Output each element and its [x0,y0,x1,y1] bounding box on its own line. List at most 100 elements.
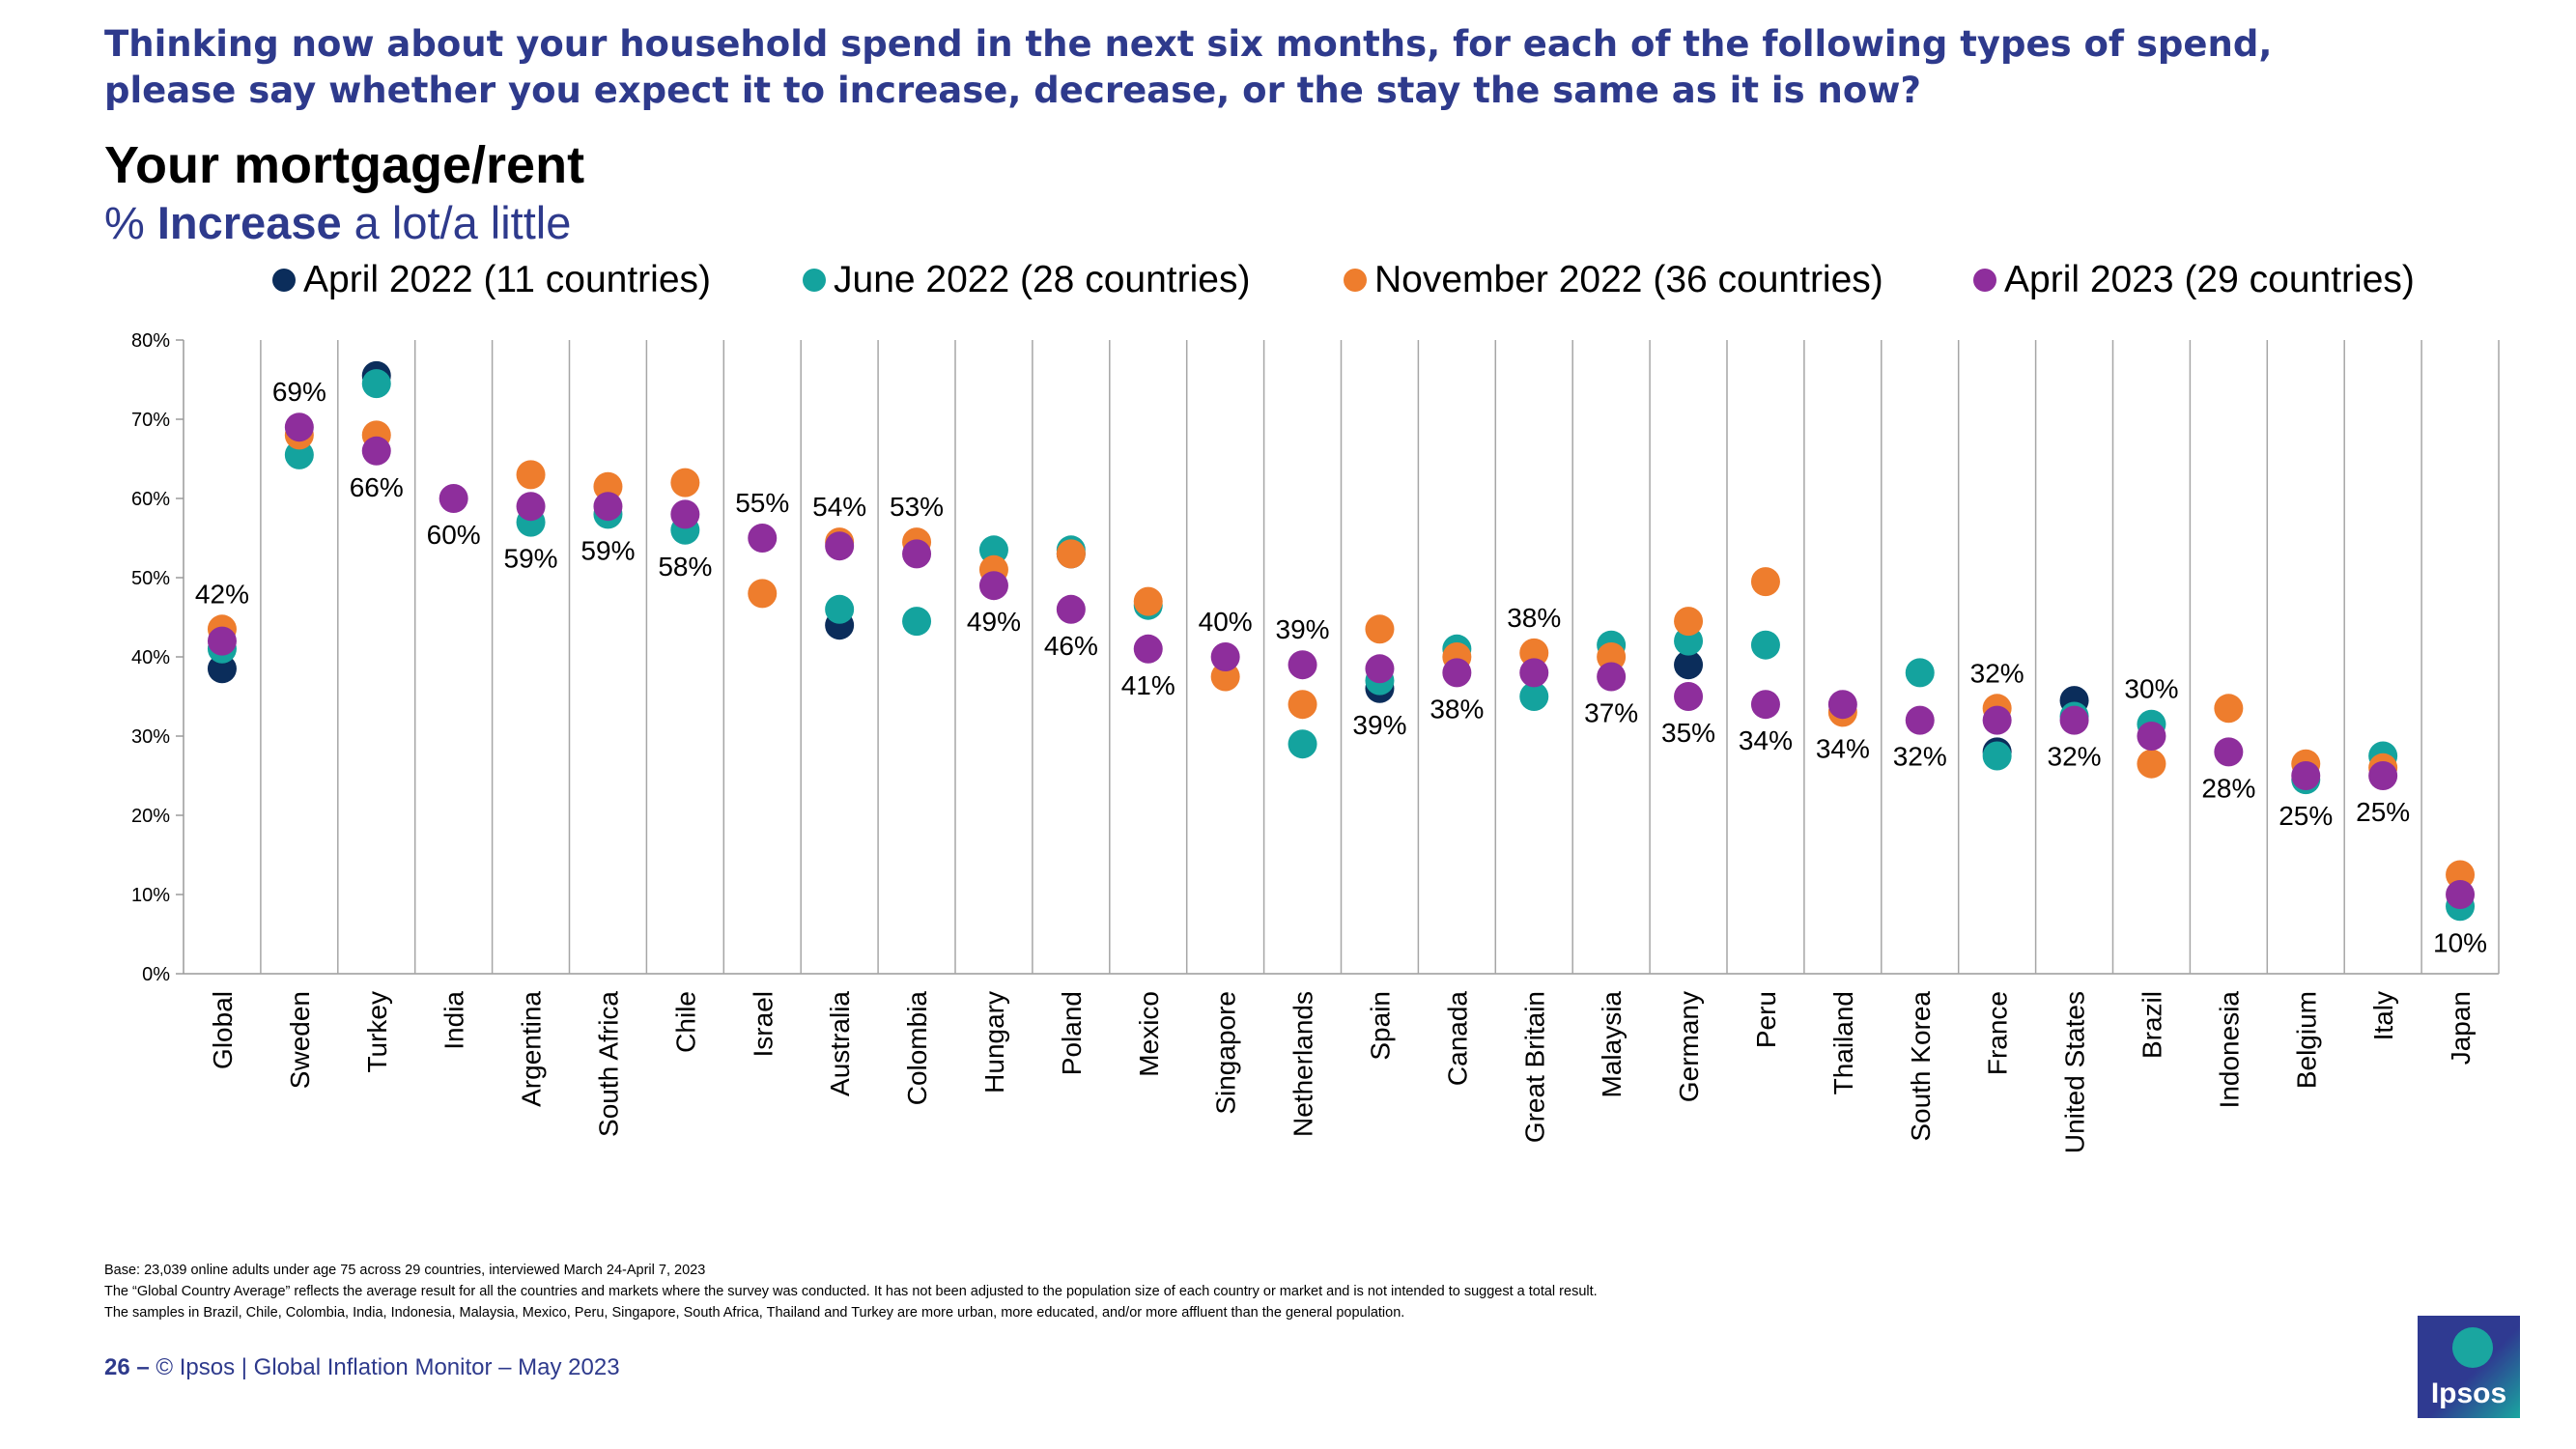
legend-item-june-2022: June 2022 (28 countries) [803,253,1250,307]
legend-item-april-2022: April 2022 (11 countries) [272,253,711,307]
y-tick-label: 70% [131,410,170,431]
point-november-2022-36-countries--japan [2446,860,2476,890]
data-label-sweden: 69% [272,377,326,407]
point-april-2023-29-countries--spain [1365,654,1395,684]
footnote-global-average: The “Global Country Average” reflects th… [104,1284,1598,1299]
point-april-2023-29-countries--sweden [284,412,314,442]
x-tick-label-turkey: Turkey [362,991,392,1073]
ipsos-logo: Ipsos [2418,1316,2520,1418]
point-june-2022-28-countries--sweden [284,440,314,469]
legend: April 2022 (11 countries) June 2022 (28 … [0,253,2576,311]
data-label-germany: 35% [1661,718,1715,748]
x-tick-label-singapore: Singapore [1211,991,1241,1115]
data-label-singapore: 40% [1199,607,1253,637]
x-tick-label-japan: Japan [2446,991,2476,1065]
footnote-samples: The samples in Brazil, Chile, Colombia, … [104,1305,1405,1321]
point-april-2023-29-countries--thailand [1827,690,1857,720]
data-label-netherlands: 39% [1276,614,1330,644]
x-tick-label-indonesia: Indonesia [2214,991,2244,1109]
subtitle-prefix: % [104,197,157,248]
x-tick-label-hungary: Hungary [979,991,1009,1094]
point-april-2023-29-countries--malaysia [1597,662,1627,692]
chart-title: Your mortgage/rent [104,136,585,194]
data-label-south-korea: 32% [1893,742,1947,772]
x-tick-label-france: France [1983,991,2013,1075]
point-november-2022-36-countries--peru [1750,567,1780,597]
point-april-2023-29-countries--canada [1442,658,1472,688]
data-label-canada: 38% [1430,694,1484,724]
footnotes: Base: 23,039 online adults under age 75 … [104,1260,2326,1323]
data-label-brazil: 30% [2124,674,2178,704]
logo-mark-icon [2452,1327,2493,1368]
point-november-2022-36-countries--germany [1674,607,1704,637]
x-tick-label-global: Global [208,991,238,1069]
point-november-2022-36-countries--great-britain [1519,638,1549,668]
point-april-2023-29-countries--india [439,484,468,513]
point-april-2023-29-countries--peru [1750,690,1780,720]
data-label-great-britain: 38% [1507,603,1561,633]
legend-item-november-2022: November 2022 (36 countries) [1344,253,1883,307]
y-tick-label: 10% [131,885,170,906]
x-tick-label-sweden: Sweden [285,991,315,1089]
x-tick-label-italy: Italy [2368,991,2398,1040]
point-april-2023-29-countries--indonesia [2214,737,2244,767]
legend-dot-april-2022 [272,269,296,292]
footer: 26 – © Ipsos | Global Inflation Monitor … [104,1354,620,1381]
x-tick-label-malaysia: Malaysia [1597,991,1627,1098]
x-tick-label-south-africa: South Africa [593,991,623,1137]
data-label-mexico: 41% [1121,670,1175,700]
logo-text: Ipsos [2430,1378,2507,1409]
data-label-colombia: 53% [890,492,944,522]
data-label-global: 42% [195,579,249,609]
x-tick-label-united-states: United States [2060,991,2090,1153]
page-separator: – [129,1354,156,1380]
point-april-2023-29-countries--israel [748,524,778,553]
point-april-2023-29-countries--belgium [2291,761,2321,790]
data-label-belgium: 25% [2279,801,2333,831]
data-label-india: 60% [427,520,481,550]
point-april-2023-29-countries--chile [670,499,700,529]
point-april-2023-29-countries--south-korea [1905,705,1935,735]
x-tick-label-south-korea: South Korea [1906,991,1936,1142]
data-label-thailand: 34% [1816,733,1870,763]
x-tick-label-brazil: Brazil [2137,991,2166,1059]
data-label-south-africa: 59% [580,535,635,565]
data-label-chile: 58% [658,552,712,582]
point-november-2022-36-countries--south-africa [593,471,623,501]
point-june-2022-28-countries--peru [1750,630,1780,660]
point-june-2022-28-countries--great-britain [1519,682,1549,711]
point-november-2022-36-countries--malaysia [1597,642,1627,671]
x-tick-label-canada: Canada [1442,991,1472,1087]
data-label-australia: 54% [812,492,866,522]
y-tick-label: 40% [131,647,170,668]
point-november-2022-36-countries--singapore [1210,662,1240,692]
data-label-malaysia: 37% [1584,698,1638,728]
data-label-hungary: 49% [967,607,1021,637]
legend-dot-april-2023 [1973,269,1996,292]
point-april-2022-11-countries--global [207,654,237,684]
footnote-base: Base: 23,039 online adults under age 75 … [104,1263,706,1278]
point-november-2022-36-countries--mexico [1133,586,1163,616]
subtitle-rest: a lot/a little [341,197,572,248]
point-april-2023-29-countries--australia [825,531,855,561]
question-line-1: Thinking now about your household spend … [104,23,2273,65]
data-label-poland: 46% [1044,631,1098,661]
point-april-2023-29-countries--italy [2368,761,2398,790]
point-november-2022-36-countries--spain [1365,614,1395,644]
point-april-2023-29-countries--france [1982,705,2012,735]
point-april-2023-29-countries--poland [1056,594,1086,624]
data-label-france: 32% [1970,658,2024,688]
legend-label-april-2022: April 2022 (11 countries) [303,259,711,300]
x-tick-label-mexico: Mexico [1134,991,1164,1077]
point-november-2022-36-countries--netherlands [1288,690,1317,720]
point-june-2022-28-countries--france [1982,741,2012,771]
point-april-2023-29-countries--hungary [978,571,1008,601]
x-tick-label-colombia: Colombia [902,991,932,1106]
x-tick-label-germany: Germany [1674,991,1704,1102]
point-june-2022-28-countries--netherlands [1288,729,1317,759]
point-april-2022-11-countries--germany [1674,650,1704,680]
legend-label-june-2022: June 2022 (28 countries) [834,259,1251,300]
data-label-united-states: 32% [2048,742,2102,772]
data-label-turkey: 66% [350,472,404,502]
point-april-2023-29-countries--argentina [516,492,546,522]
